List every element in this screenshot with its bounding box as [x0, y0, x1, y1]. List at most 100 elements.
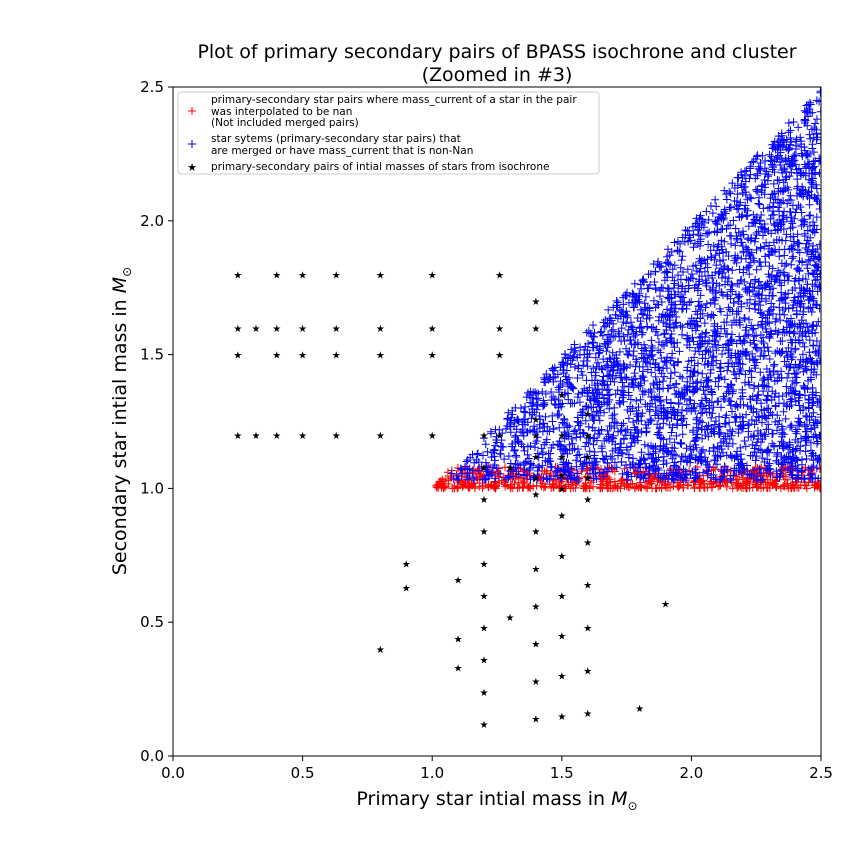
blue-plus-point [712, 261, 721, 270]
blue-plus-point [533, 466, 542, 475]
red-plus-point [506, 484, 515, 493]
blue-plus-point [654, 414, 663, 423]
blue-plus-point [777, 220, 786, 229]
red-plus-point [784, 484, 793, 493]
blue-plus-point [729, 385, 738, 394]
blue-plus-point [760, 219, 769, 228]
blue-plus-point [728, 407, 737, 416]
blue-plus-point [788, 447, 797, 456]
blue-plus-point [705, 228, 714, 237]
blue-plus-point [582, 402, 591, 411]
isochrone-star-point: ★ [480, 495, 489, 506]
blue-plus-point [713, 451, 722, 460]
blue-plus-point [808, 329, 817, 338]
blue-plus-point [534, 394, 543, 403]
blue-plus-point [782, 316, 791, 325]
blue-plus-point [560, 428, 569, 437]
blue-plus-point [782, 382, 791, 391]
blue-plus-point [805, 287, 814, 296]
blue-plus-point [634, 295, 643, 304]
isochrone-star-point: ★ [495, 431, 504, 442]
blue-plus-point [584, 422, 593, 431]
red-plus-point [458, 468, 467, 477]
blue-plus-point [804, 269, 813, 278]
blue-plus-point [784, 452, 793, 461]
blue-plus-point [760, 242, 769, 251]
blue-plus-point [747, 321, 756, 330]
blue-plus-point [510, 446, 519, 455]
blue-plus-point [753, 391, 762, 400]
blue-plus-point [563, 378, 572, 387]
blue-plus-point [568, 439, 577, 448]
red-plus-point [597, 483, 606, 492]
blue-plus-point [728, 281, 737, 290]
blue-plus-point [756, 158, 765, 167]
blue-plus-point [691, 222, 700, 231]
isochrone-star-point: ★ [531, 565, 540, 576]
x-tick-label: 1.0 [420, 764, 444, 782]
blue-plus-point [775, 416, 784, 425]
red-plus-point [581, 479, 590, 488]
isochrone-star-point: ★ [454, 664, 463, 675]
blue-plus-point [574, 389, 583, 398]
blue-plus-point [568, 354, 577, 363]
blue-plus-point [722, 439, 731, 448]
blue-plus-point [677, 388, 686, 397]
blue-plus-point [573, 469, 582, 478]
blue-plus-point [638, 390, 647, 399]
blue-plus-point [654, 466, 663, 475]
isochrone-star-point: ★ [480, 656, 489, 667]
blue-plus-point [801, 411, 810, 420]
blue-plus-point [611, 332, 620, 341]
blue-plus-point [791, 151, 800, 160]
blue-plus-point [700, 319, 709, 328]
blue-plus-point [562, 366, 571, 375]
blue-plus-point [578, 388, 587, 397]
blue-plus-point [780, 251, 789, 260]
blue-plus-point [733, 205, 742, 214]
blue-plus-point [747, 234, 756, 243]
blue-plus-point [765, 367, 774, 376]
blue-plus-point [769, 210, 778, 219]
blue-plus-point [670, 261, 679, 270]
blue-plus-point [521, 458, 530, 467]
blue-plus-point [766, 327, 775, 336]
blue-plus-point [746, 432, 755, 441]
blue-plus-point [622, 363, 631, 372]
blue-plus-point [529, 472, 538, 481]
blue-plus-point [680, 473, 689, 482]
isochrone-star-point: ★ [454, 575, 463, 586]
red-plus-point [501, 463, 510, 472]
blue-plus-point [725, 434, 734, 443]
isochrone-star-point: ★ [557, 484, 566, 495]
blue-plus-point [678, 474, 687, 483]
red-plus-point [515, 483, 524, 492]
blue-plus-point [786, 217, 795, 226]
blue-plus-point [782, 259, 791, 268]
blue-plus-point [589, 321, 598, 330]
blue-plus-point [779, 196, 788, 205]
blue-plus-point [782, 362, 791, 371]
blue-plus-point [641, 357, 650, 366]
blue-plus-point [770, 247, 779, 256]
blue-plus-point [741, 332, 750, 341]
red-plus-point [441, 474, 450, 483]
blue-plus-point [742, 410, 751, 419]
blue-plus-point [773, 420, 782, 429]
blue-plus-point [797, 171, 806, 180]
red-plus-point [601, 481, 610, 490]
blue-plus-point [760, 190, 769, 199]
blue-plus-point [649, 449, 658, 458]
blue-plus-point [737, 254, 746, 263]
blue-plus-point [680, 298, 689, 307]
blue-plus-point [793, 230, 802, 239]
blue-plus-point [790, 293, 799, 302]
blue-plus-point [773, 426, 782, 435]
blue-plus-point [766, 194, 775, 203]
blue-plus-point [793, 238, 802, 247]
red-plus-point [573, 477, 582, 486]
blue-plus-point [710, 336, 719, 345]
blue-plus-point [793, 246, 802, 255]
blue-plus-point [674, 271, 683, 280]
blue-plus-point [539, 419, 548, 428]
